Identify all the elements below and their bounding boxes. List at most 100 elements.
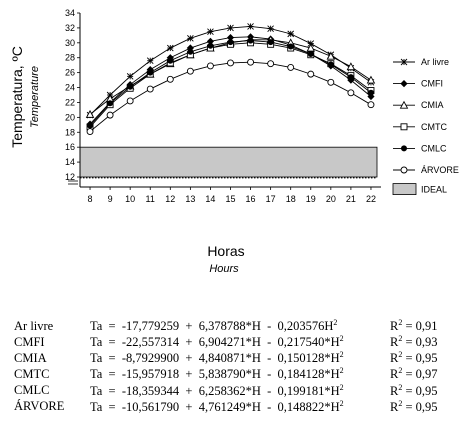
x-tick-label: 18	[286, 194, 296, 204]
y-tick-label: 20	[65, 112, 75, 122]
series-cmlc	[87, 37, 374, 129]
equation-body: Ta = -18,359344 + 6,258362*H - 0,199181*…	[90, 383, 340, 398]
x-tick-label: 20	[326, 194, 336, 204]
r-squared-value: = 0,95	[402, 351, 438, 366]
data-point	[186, 67, 194, 75]
data-point	[147, 69, 154, 76]
equation-expression: Ta = -22,557314 + 6,904271*H - 0,217540*…	[90, 334, 390, 350]
x-tick-label: 22	[366, 194, 376, 204]
data-point	[106, 111, 114, 119]
equation-label: Ar livre	[14, 318, 54, 333]
legend-label: Ar livre	[421, 57, 449, 67]
legend-item: CMIA	[393, 100, 444, 110]
x-axis-label-english: Hours	[209, 263, 239, 275]
x-tick-label: 12	[165, 194, 175, 204]
r-squared: R2 = 0,91	[390, 318, 442, 334]
equation-expression: Ta = -15,957918 + 5,838790*H - 0,184128*…	[90, 366, 390, 382]
y-axis-label-english: Temperature	[29, 66, 41, 128]
data-point	[327, 78, 335, 86]
data-point	[347, 89, 355, 97]
y-tick-label: 22	[65, 97, 75, 107]
legend-marker	[401, 145, 407, 152]
equation-row: Ar livre Ta = -17,779259 + 6,378788*H - 0…	[14, 318, 442, 334]
r-squared-exponent: 2	[398, 382, 403, 392]
y-tick-label: 28	[65, 53, 75, 63]
legend-marker	[399, 100, 409, 109]
data-point	[366, 75, 376, 84]
temperature-chart: 12 14 16 18 20 22 24 26 28 30 32 34 8 9 10 11 12 13 14 15 16…	[9, 8, 459, 275]
x-tick-label: 9	[108, 194, 113, 204]
data-point	[347, 74, 354, 81]
y-tick-label: 14	[65, 157, 75, 167]
r-squared-exponent: 2	[398, 350, 403, 360]
legend-item: ÁRVORE	[393, 165, 459, 175]
x-tick-label: 10	[125, 194, 135, 204]
equation-label: CMFI	[14, 334, 45, 349]
equation-exponent: 2	[339, 398, 344, 408]
ideal-band	[79, 146, 378, 178]
equation-row: CMTC Ta = -15,957918 + 5,838790*H - 0,184…	[14, 366, 442, 382]
equation-exponent: 2	[333, 318, 338, 327]
series-line	[89, 61, 372, 132]
legend-label: IDEAL	[421, 185, 447, 195]
r-squared-value: = 0,97	[402, 367, 438, 382]
r-squared-exponent: 2	[398, 398, 403, 408]
r-squared: R2 = 0,95	[390, 350, 442, 366]
data-point	[267, 39, 274, 46]
data-point	[146, 57, 154, 65]
r-squared-symbol: R	[390, 367, 399, 382]
data-point	[247, 58, 255, 66]
y-axis-label: Temperatura, ºC	[9, 46, 25, 148]
data-point	[126, 73, 134, 80]
legend-item: CMTC	[393, 122, 447, 132]
legend-label: ÁRVORE	[421, 165, 459, 175]
data-point	[367, 89, 374, 96]
equation-row: CMLC Ta = -18,359344 + 6,258362*H - 0,199…	[14, 383, 442, 399]
equation-exponent: 2	[339, 366, 344, 376]
legend-label: CMFI	[421, 79, 443, 89]
data-point	[166, 44, 174, 52]
r-squared-value: = 0,95	[402, 399, 438, 414]
equation-exponent: 2	[339, 382, 344, 392]
x-tick-label: 13	[185, 194, 195, 204]
equation-row: CMFI Ta = -22,557314 + 6,904271*H - 0,217…	[14, 334, 442, 350]
data-point	[206, 37, 215, 45]
r-squared-symbol: R	[390, 319, 399, 334]
data-point	[326, 51, 336, 60]
series--rvore	[86, 58, 375, 135]
data-point	[247, 23, 254, 30]
x-tick-label: 11	[146, 194, 155, 204]
equation-exponent: 2	[339, 334, 344, 344]
legend-label: CMTC	[421, 122, 447, 132]
x-tick-label: 19	[306, 194, 316, 204]
data-point	[206, 62, 214, 70]
r-squared: R2 = 0,97	[390, 366, 442, 382]
y-tick-label: 24	[65, 83, 75, 93]
data-point	[187, 35, 194, 42]
r-squared-exponent: 2	[398, 366, 403, 376]
r-squared-exponent: 2	[398, 334, 403, 344]
y-tick-label: 26	[65, 68, 75, 78]
data-point	[167, 57, 174, 64]
equation-expression: Ta = -10,561790 + 4,761249*H - 0,148822*…	[90, 399, 390, 415]
y-tick-label: 18	[65, 127, 75, 137]
data-point	[87, 122, 94, 129]
data-point	[287, 63, 295, 71]
x-tick-label: 21	[346, 194, 356, 204]
r-squared-exponent: 2	[398, 318, 403, 327]
equation-body: Ta = -10,561790 + 4,761249*H - 0,148822*…	[90, 399, 340, 414]
equation-expression: Ta = -8,7929900 + 4,840871*H - 0,150128*…	[90, 350, 390, 366]
legend-item: CMFI	[393, 79, 443, 89]
data-point	[267, 60, 275, 68]
equation-body: Ta = -22,557314 + 6,904271*H - 0,217540*…	[90, 335, 340, 350]
data-point	[127, 83, 134, 90]
x-tick-label: 15	[225, 194, 235, 204]
y-tick-label: 32	[65, 23, 75, 33]
data-point	[226, 34, 235, 42]
legend-marker	[400, 80, 408, 88]
data-point	[126, 97, 134, 105]
legend-item-ideal: IDEAL	[392, 183, 447, 196]
equation-label: CMLC	[14, 383, 50, 398]
equation-body: Ta = -17,779259 + 6,378788*H - 0,203576H	[90, 319, 334, 334]
data-point	[85, 109, 95, 118]
